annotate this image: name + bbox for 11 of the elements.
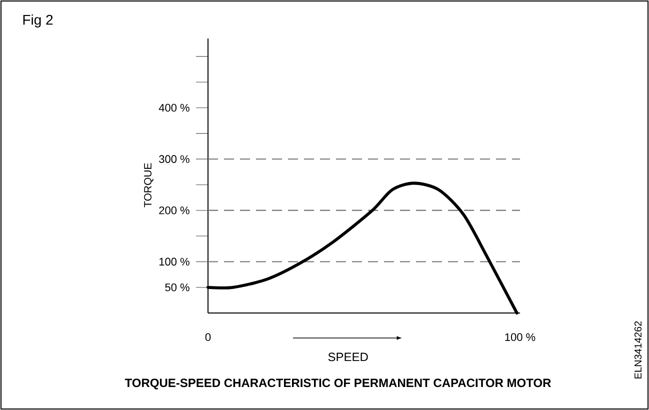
y-tick-label: 200 % (159, 206, 190, 214)
y-tick-label: 400 % (158, 104, 190, 112)
text: ELN3414262 (634, 321, 642, 378)
caption: Fig 2 (23, 14, 53, 28)
y-tick-label: 100 % (159, 258, 190, 266)
y-tick-label: 50 % (165, 283, 190, 292)
text: TORQUE-SPEED CHARACTERISTIC OF PERMANENT CAPACITOR MOTOR (124, 378, 551, 390)
y-tick-label: 300 % (159, 155, 190, 163)
y-axis-title: TORQUE (144, 163, 154, 208)
x-tick-label: 0 (205, 333, 211, 341)
x-axis-title: SPEED (328, 352, 368, 362)
